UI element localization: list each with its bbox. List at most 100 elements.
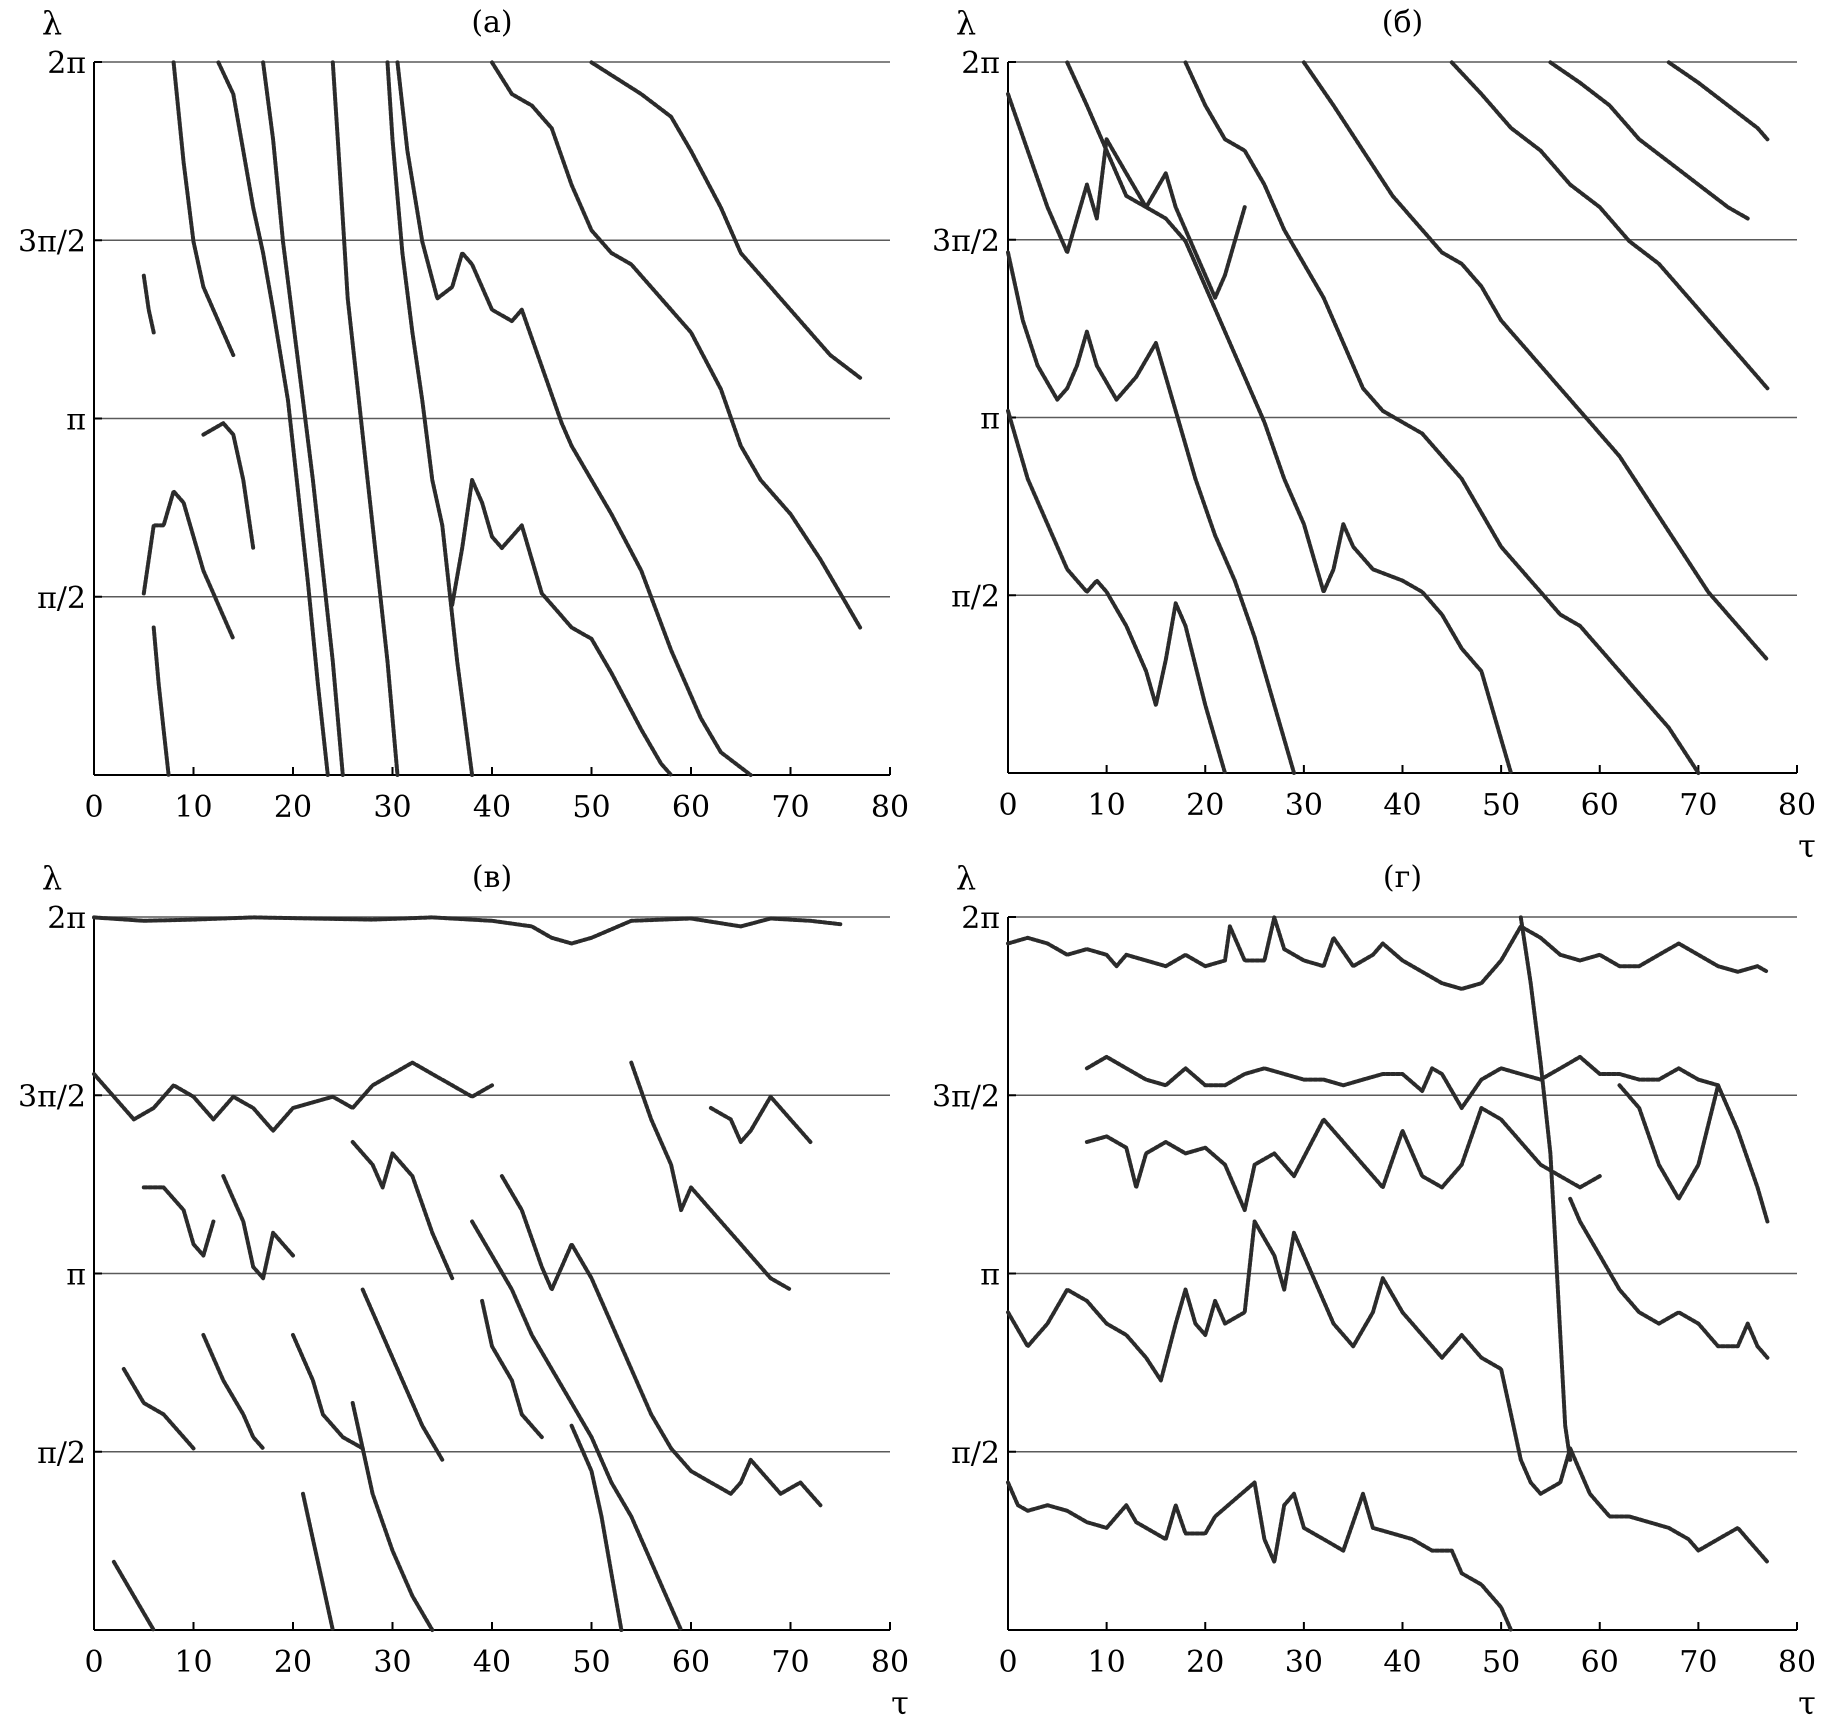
y-tick-label: π/2: [37, 1436, 86, 1471]
x-axis-label: τ: [891, 1684, 909, 1722]
trace-11: [291, 1333, 365, 1451]
x-axis-label: τ: [1798, 827, 1816, 865]
y-tick-label: π: [66, 1258, 86, 1293]
y-tick-label: 2π: [47, 901, 86, 936]
trace-12: [201, 421, 256, 550]
trace-3: [221, 1174, 295, 1281]
trace-6: [1568, 1196, 1770, 1360]
trace-12: [360, 1287, 445, 1462]
x-tick-label: 40: [473, 1645, 511, 1680]
y-tick-label: 2π: [961, 901, 1000, 936]
panel-b: 0 10 20 30 40 50 60 70 80 π/2 π 3π/2 2π λ τ (б): [932, 4, 1816, 865]
x-tick-label: 50: [1482, 788, 1520, 823]
x-tick-label: 0: [84, 1645, 103, 1680]
y-tick-label: π: [980, 402, 1000, 437]
panel-title: (а): [471, 5, 512, 40]
trace-15: [569, 1423, 624, 1632]
trace-8: [1518, 915, 1573, 1462]
trace-18: [92, 915, 843, 946]
x-tick-label: 80: [871, 1645, 909, 1680]
trace-8: [450, 478, 674, 777]
x-tick-label: 10: [1088, 788, 1126, 823]
trace-1: [1006, 92, 1247, 300]
trace-9: [121, 1367, 196, 1451]
x-tick-label: 60: [1581, 788, 1619, 823]
y-tick-label: 3π/2: [932, 1079, 1000, 1114]
x-tick-label: 10: [1088, 1645, 1126, 1680]
x-tick-label: 50: [1482, 1645, 1520, 1680]
trace-10: [141, 489, 236, 641]
x-tick-label: 30: [1285, 788, 1323, 823]
x-tick-label: 20: [1186, 788, 1224, 823]
trace-1: [92, 1060, 494, 1133]
trace-1: [1006, 915, 1770, 991]
trace-5: [1183, 60, 1701, 775]
x-tick-label: 70: [1679, 788, 1717, 823]
trace-3: [1084, 1106, 1602, 1213]
x-tick-label: 40: [473, 790, 511, 825]
panel-title: (в): [472, 860, 512, 895]
trace-4: [330, 60, 400, 777]
trace-3: [261, 60, 345, 777]
trace-5: [1006, 1219, 1770, 1564]
x-tick-label: 30: [1285, 1645, 1323, 1680]
x-tick-label: 60: [672, 1645, 710, 1680]
x-tick-label: 60: [1581, 1645, 1619, 1680]
y-tick-label: 2π: [961, 46, 1000, 81]
x-tick-label: 80: [1778, 1645, 1816, 1680]
x-tick-label: 10: [174, 790, 212, 825]
x-tick-label: 10: [174, 1645, 212, 1680]
x-tick-label: 70: [1679, 1645, 1717, 1680]
trace-2: [1006, 250, 1296, 775]
x-tick-label: 0: [998, 1645, 1017, 1680]
y-tick-label: π/2: [951, 1436, 1000, 1471]
trace-13: [480, 1298, 544, 1440]
trace-8: [1548, 60, 1750, 221]
y-tick-label: π: [980, 1258, 1000, 1293]
trace-10: [201, 1333, 266, 1451]
trace-2: [216, 60, 330, 777]
x-tick-label: 50: [572, 1645, 610, 1680]
x-tick-label: 20: [1186, 1645, 1224, 1680]
trace-5: [385, 60, 475, 777]
y-axis-label: λ: [956, 4, 976, 42]
x-tick-label: 60: [672, 790, 710, 825]
x-tick-label: 40: [1383, 1645, 1421, 1680]
y-tick-label: 3π/2: [932, 224, 1000, 259]
panel-a: 0 10 20 30 40 50 60 70 80 π/2 π 3π/2 2π λ (а): [18, 4, 909, 825]
x-tick-label: 50: [572, 790, 610, 825]
y-tick-label: π/2: [951, 579, 1000, 614]
trace-14: [350, 1401, 435, 1632]
y-tick-label: 2π: [47, 46, 86, 81]
trace-17: [111, 1559, 156, 1632]
trace-3: [1006, 408, 1227, 775]
y-axis-label: λ: [42, 4, 62, 42]
trace-9: [1666, 60, 1770, 142]
trace-6: [1301, 60, 1770, 662]
panel-title: (б): [1382, 5, 1423, 40]
trace-16: [301, 1491, 335, 1632]
y-tick-label: 3π/2: [18, 1079, 86, 1114]
trace-7: [1449, 60, 1770, 391]
x-tick-label: 20: [274, 790, 312, 825]
trace-1: [171, 60, 236, 358]
x-tick-label: 80: [871, 790, 909, 825]
trace-5: [470, 1219, 684, 1632]
trace-7: [1006, 1480, 1513, 1632]
x-tick-label: 70: [771, 790, 809, 825]
trace-4: [1617, 1083, 1770, 1224]
trace-2: [1084, 1054, 1721, 1110]
y-axis-label: λ: [42, 859, 62, 897]
trace-8: [708, 1094, 813, 1144]
trace-9: [589, 60, 863, 380]
trace-7: [629, 1060, 793, 1292]
x-tick-label: 30: [373, 1645, 411, 1680]
x-axis-label: τ: [1798, 1684, 1816, 1722]
trace-4: [350, 1140, 455, 1281]
panel-c: 0 10 20 30 40 50 60 70 80 π/2 π 3π/2 2π λ τ (в): [18, 859, 909, 1722]
x-tick-label: 0: [998, 788, 1017, 823]
trace-2: [141, 1185, 216, 1258]
panel-title: (г): [1383, 860, 1422, 895]
panel-d: 0 10 20 30 40 50 60 70 80 π/2 π 3π/2 2π λ τ (г): [932, 859, 1816, 1722]
x-tick-label: 40: [1383, 788, 1421, 823]
